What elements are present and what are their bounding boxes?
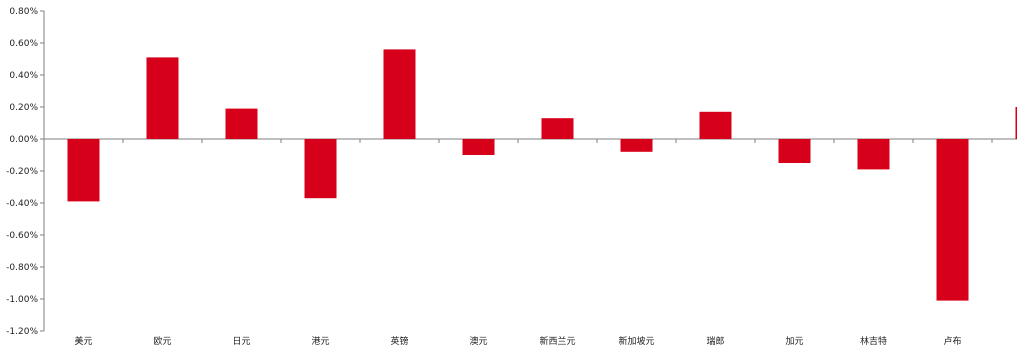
bar <box>699 111 732 139</box>
category-label: 新加坡元 <box>618 335 654 347</box>
bar <box>857 139 890 170</box>
y-tick-label: 0.00% <box>9 135 38 145</box>
category-label: 欧元 <box>153 335 171 347</box>
y-tick-label: 0.40% <box>9 71 38 81</box>
bar <box>225 108 258 139</box>
category-label: 加元 <box>785 336 803 347</box>
category-label: 新西兰元 <box>539 335 575 347</box>
bars <box>67 49 1017 301</box>
bar <box>620 139 653 152</box>
y-tick-label: -0.80% <box>6 263 38 273</box>
y-tick-label: -0.40% <box>6 199 38 209</box>
bar <box>462 139 495 155</box>
category-label: 卢布 <box>943 335 961 347</box>
category-label: 澳元 <box>469 335 487 347</box>
bar <box>383 49 416 139</box>
bar <box>541 118 574 139</box>
y-tick-label: -0.60% <box>6 231 38 241</box>
y-tick-label: 0.80% <box>9 7 38 17</box>
bar <box>304 139 337 199</box>
y-tick-label: -0.20% <box>6 167 38 177</box>
bar <box>67 139 100 202</box>
category-labels: 美元 欧元 日元 港元 英镑 澳元 新西兰元 新加坡元 瑞郎 加元 林吉特 卢布 <box>74 335 961 347</box>
category-label: 美元 <box>74 335 92 347</box>
bar <box>146 57 179 139</box>
category-label: 日元 <box>232 336 250 347</box>
x-axis <box>43 138 1017 143</box>
bar <box>936 139 969 301</box>
y-tick-label: 0.20% <box>9 103 38 113</box>
bar <box>778 139 811 163</box>
y-tick-label: 0.60% <box>9 39 38 49</box>
category-label: 瑞郎 <box>706 335 724 347</box>
category-label: 英镑 <box>390 335 408 347</box>
bar <box>1015 107 1017 139</box>
category-label: 港元 <box>311 335 329 347</box>
y-tick-label: -1.20% <box>6 327 38 337</box>
category-label: 林吉特 <box>860 335 887 347</box>
y-axis: 0.80% 0.60% 0.40% 0.20% 0.00% -0.20% -0.40% -0.… <box>6 7 45 337</box>
y-tick-label: -1.00% <box>6 295 38 305</box>
